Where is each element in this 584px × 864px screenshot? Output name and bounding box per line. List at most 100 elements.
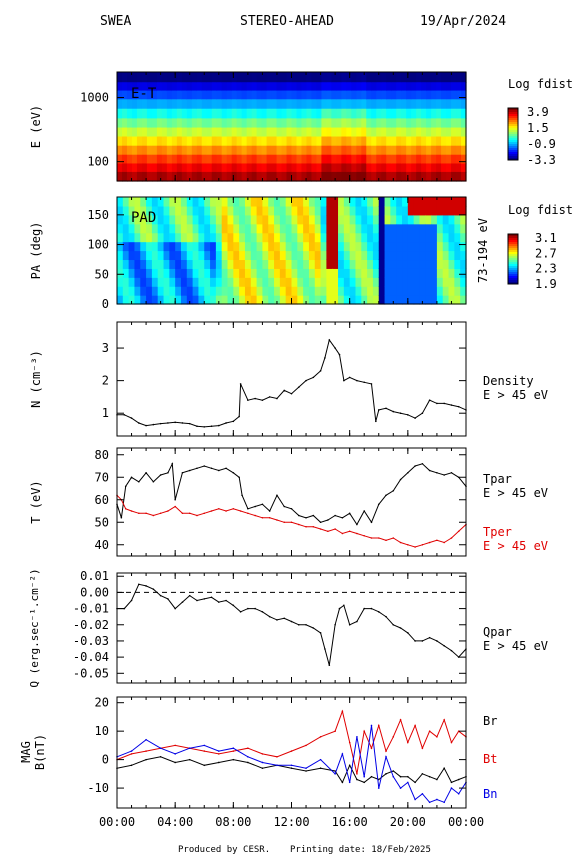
pad-pixel [274, 241, 281, 252]
et-pixel [231, 163, 238, 173]
et-colorbar-step [508, 130, 518, 133]
pad-pixel [297, 268, 304, 278]
et-pixel [386, 72, 392, 83]
heatflux-series-qpar [117, 583, 467, 666]
pad-pixel [227, 214, 234, 225]
pad-pixel [308, 205, 316, 216]
pad-pixel [436, 286, 444, 296]
temp-point [334, 528, 336, 530]
et-pixel [216, 99, 223, 110]
pad-pixel [215, 268, 223, 278]
pad-pixel [308, 259, 316, 269]
heatflux-point [436, 640, 438, 642]
pad-pixel [454, 268, 461, 278]
pad-pixel [349, 241, 357, 252]
pad-pixel [326, 277, 333, 287]
pad-pixel [180, 277, 188, 287]
pad-pixel [244, 197, 252, 207]
et-pixel [146, 136, 153, 147]
pad-pixel [425, 223, 432, 234]
pad-pixel [239, 232, 246, 243]
pad-pixel [117, 295, 124, 305]
et-pixel [416, 171, 422, 182]
et-pixel [146, 163, 153, 173]
pad-pixel [355, 268, 362, 278]
et-colorbar-step [508, 132, 518, 135]
pad-pixel [227, 197, 234, 207]
et-pixel [351, 171, 357, 182]
et-colorbar-step [508, 140, 518, 143]
et-pixel [401, 108, 407, 119]
pad-pixel [326, 268, 333, 278]
et-pixel [191, 154, 198, 165]
pad-pixel [157, 268, 165, 278]
mag-point [341, 710, 344, 713]
pad-pixel [343, 259, 351, 269]
pad-pixel [233, 232, 240, 243]
mag-point [319, 736, 322, 738]
pad-pixel [390, 197, 397, 207]
pad-pixel [157, 259, 165, 269]
mag-point [261, 767, 264, 769]
pad-pixel [303, 250, 310, 261]
et-colorbar-step [508, 124, 518, 127]
density-point [356, 379, 358, 382]
pad-pixel [384, 277, 391, 287]
et-pixel [261, 145, 268, 156]
et-pixel [136, 90, 143, 100]
et-pixel [276, 136, 283, 147]
pad-pixel [396, 250, 403, 261]
et-pixel [211, 154, 218, 165]
pad-pixel [256, 259, 264, 269]
et-pixel [136, 136, 143, 147]
et-pixel [396, 108, 402, 119]
et-pixel [156, 136, 163, 147]
pad-pixel [314, 241, 322, 252]
temp-point [159, 474, 162, 476]
et-pixel [431, 108, 437, 119]
et-pixel [136, 108, 143, 119]
et-pixel [141, 145, 148, 156]
pad-pixel [134, 205, 141, 216]
pad-pixel [233, 277, 240, 287]
density-point [392, 410, 395, 413]
et-pixel [256, 154, 263, 165]
et-pixel [361, 82, 367, 92]
et-pixel [266, 99, 273, 110]
density-point [217, 424, 220, 427]
et-pixel [246, 90, 253, 100]
pad-pixel [413, 241, 421, 252]
pad-pixel [204, 277, 211, 287]
et-pixel [161, 118, 168, 129]
et-pixel [416, 99, 422, 110]
heatflux-point [356, 620, 358, 623]
et-pixel [186, 163, 193, 173]
temp-point [377, 537, 380, 539]
density-point [377, 409, 380, 411]
pad-colorbar-step [508, 278, 518, 281]
et-pixel [181, 154, 188, 165]
et-pixel [256, 72, 263, 83]
pad-pixel [407, 250, 415, 261]
et-pixel [281, 154, 288, 165]
et-pixel [451, 154, 457, 165]
et-pixel [401, 118, 407, 129]
et-pixel [341, 145, 347, 156]
mag-y-axis-label-2: B(nT) [33, 734, 47, 770]
et-pixel [121, 108, 128, 119]
pad-pixel [140, 223, 147, 234]
temp-point [407, 543, 409, 546]
mag-point [392, 770, 395, 772]
et-pixel [441, 171, 447, 182]
et-pixel [141, 154, 148, 165]
et-pixel [221, 72, 228, 83]
pad-pixel [204, 197, 211, 207]
density-point [328, 339, 331, 341]
et-pixel [416, 163, 422, 173]
et-pixel [451, 90, 457, 100]
temp-point [370, 521, 373, 524]
x-tick-label: 20:00 [390, 815, 426, 829]
et-pixel [226, 127, 233, 138]
pad-pixel [442, 214, 450, 225]
et-pixel [336, 171, 342, 182]
